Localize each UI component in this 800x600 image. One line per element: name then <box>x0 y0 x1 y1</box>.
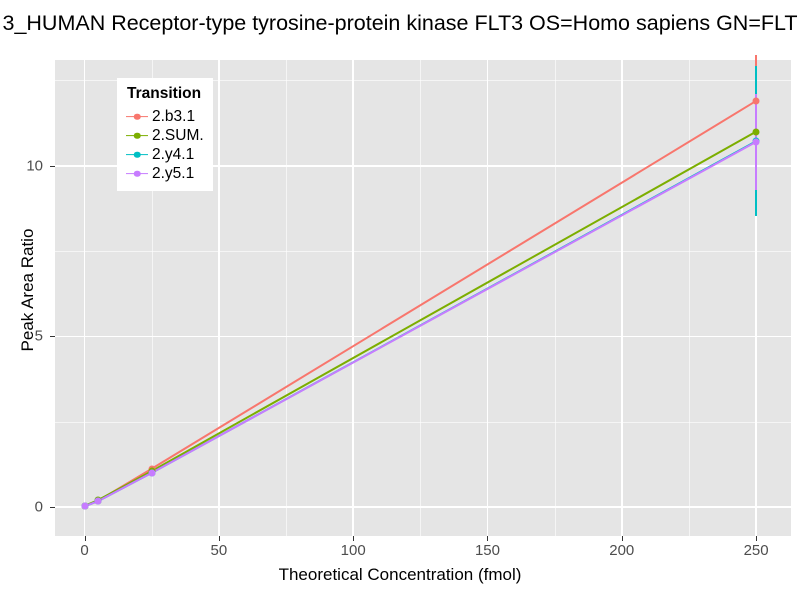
legend-item-label: 2.SUM. <box>152 126 204 144</box>
gridline-minor-horizontal <box>55 80 791 82</box>
data-point <box>752 138 760 146</box>
y-axis-tick <box>50 506 55 508</box>
x-axis-tick <box>84 536 86 541</box>
gridlines <box>55 60 791 536</box>
x-axis-tick <box>218 536 220 541</box>
gridline-minor-vertical <box>554 60 556 536</box>
legend-swatch-icon <box>126 164 148 183</box>
legend-swatch-icon <box>126 126 148 145</box>
y-axis-tick-label: 5 <box>34 327 43 345</box>
x-axis-tick <box>353 536 355 541</box>
gridline-major-horizontal <box>55 335 791 338</box>
y-axis-tick <box>50 336 55 338</box>
gridline-major-vertical <box>352 60 354 536</box>
plot-lines <box>84 100 757 508</box>
gridline-minor-vertical <box>420 60 422 536</box>
y-axis-tick <box>50 165 55 167</box>
gridline-major-vertical <box>486 60 489 536</box>
x-axis-tick <box>487 536 489 541</box>
page-title: 3_HUMAN Receptor-type tyrosine-protein k… <box>0 0 800 46</box>
legend-item-label: 2.y5.1 <box>152 164 195 182</box>
legend-item-label: 2.b3.1 <box>152 107 196 125</box>
legend-swatch-icon <box>126 145 148 164</box>
y-axis-tick-label: 10 <box>26 157 43 175</box>
data-point <box>94 497 102 505</box>
data-point <box>148 469 156 477</box>
legend-item-2-y5-1[interactable]: 2.y5.1 <box>126 164 204 183</box>
page-title-text: 3_HUMAN Receptor-type tyrosine-protein k… <box>2 10 798 35</box>
y-axis-tick-label: 0 <box>34 498 43 516</box>
legend-item-2-sum[interactable]: 2.SUM. <box>126 126 204 145</box>
legend-item-2-y4-1[interactable]: 2.y4.1 <box>126 145 204 164</box>
y-axis-title: Peak Area Ratio <box>18 228 37 352</box>
data-point <box>81 502 89 510</box>
x-axis-tick <box>621 536 623 541</box>
gridline-major-vertical <box>218 60 220 536</box>
gridline-major-vertical <box>83 60 86 536</box>
legend-item-label: 2.y4.1 <box>152 145 195 163</box>
gridline-major-horizontal <box>55 506 791 508</box>
gridline-minor-vertical <box>151 60 153 536</box>
x-axis-tick-label: 150 <box>474 542 500 559</box>
gridline-minor-horizontal <box>55 421 791 423</box>
gridline-minor-vertical <box>688 60 690 536</box>
x-axis-tick <box>756 536 758 541</box>
data-point <box>752 97 760 105</box>
gridline-major-horizontal <box>55 164 791 167</box>
gridline-major-vertical <box>755 60 757 536</box>
gridline-minor-vertical <box>286 60 287 536</box>
gridline-major-vertical <box>620 60 623 536</box>
legend[interactable]: Transition 2.b3.1 2.SUM. 2.y4.1 2.y5.1 <box>117 78 213 191</box>
x-axis-tick-label: 50 <box>210 542 228 559</box>
legend-swatch-icon <box>126 107 148 126</box>
plot-markers <box>55 54 791 536</box>
gridline-minor-horizontal <box>55 251 791 252</box>
x-axis-title: Theoretical Concentration (fmol) <box>278 565 522 584</box>
x-axis-tick-label: 100 <box>340 542 366 559</box>
legend-title: Transition <box>127 85 202 102</box>
x-axis-tick-label: 250 <box>743 542 769 559</box>
x-axis-tick-label: 0 <box>80 542 89 559</box>
series-line <box>84 141 757 508</box>
data-point <box>752 128 760 136</box>
legend-items: 2.b3.1 2.SUM. 2.y4.1 2.y5.1 <box>126 107 204 183</box>
legend-item-2-b3-1[interactable]: 2.b3.1 <box>126 107 204 126</box>
x-axis-tick-label: 200 <box>609 542 635 559</box>
